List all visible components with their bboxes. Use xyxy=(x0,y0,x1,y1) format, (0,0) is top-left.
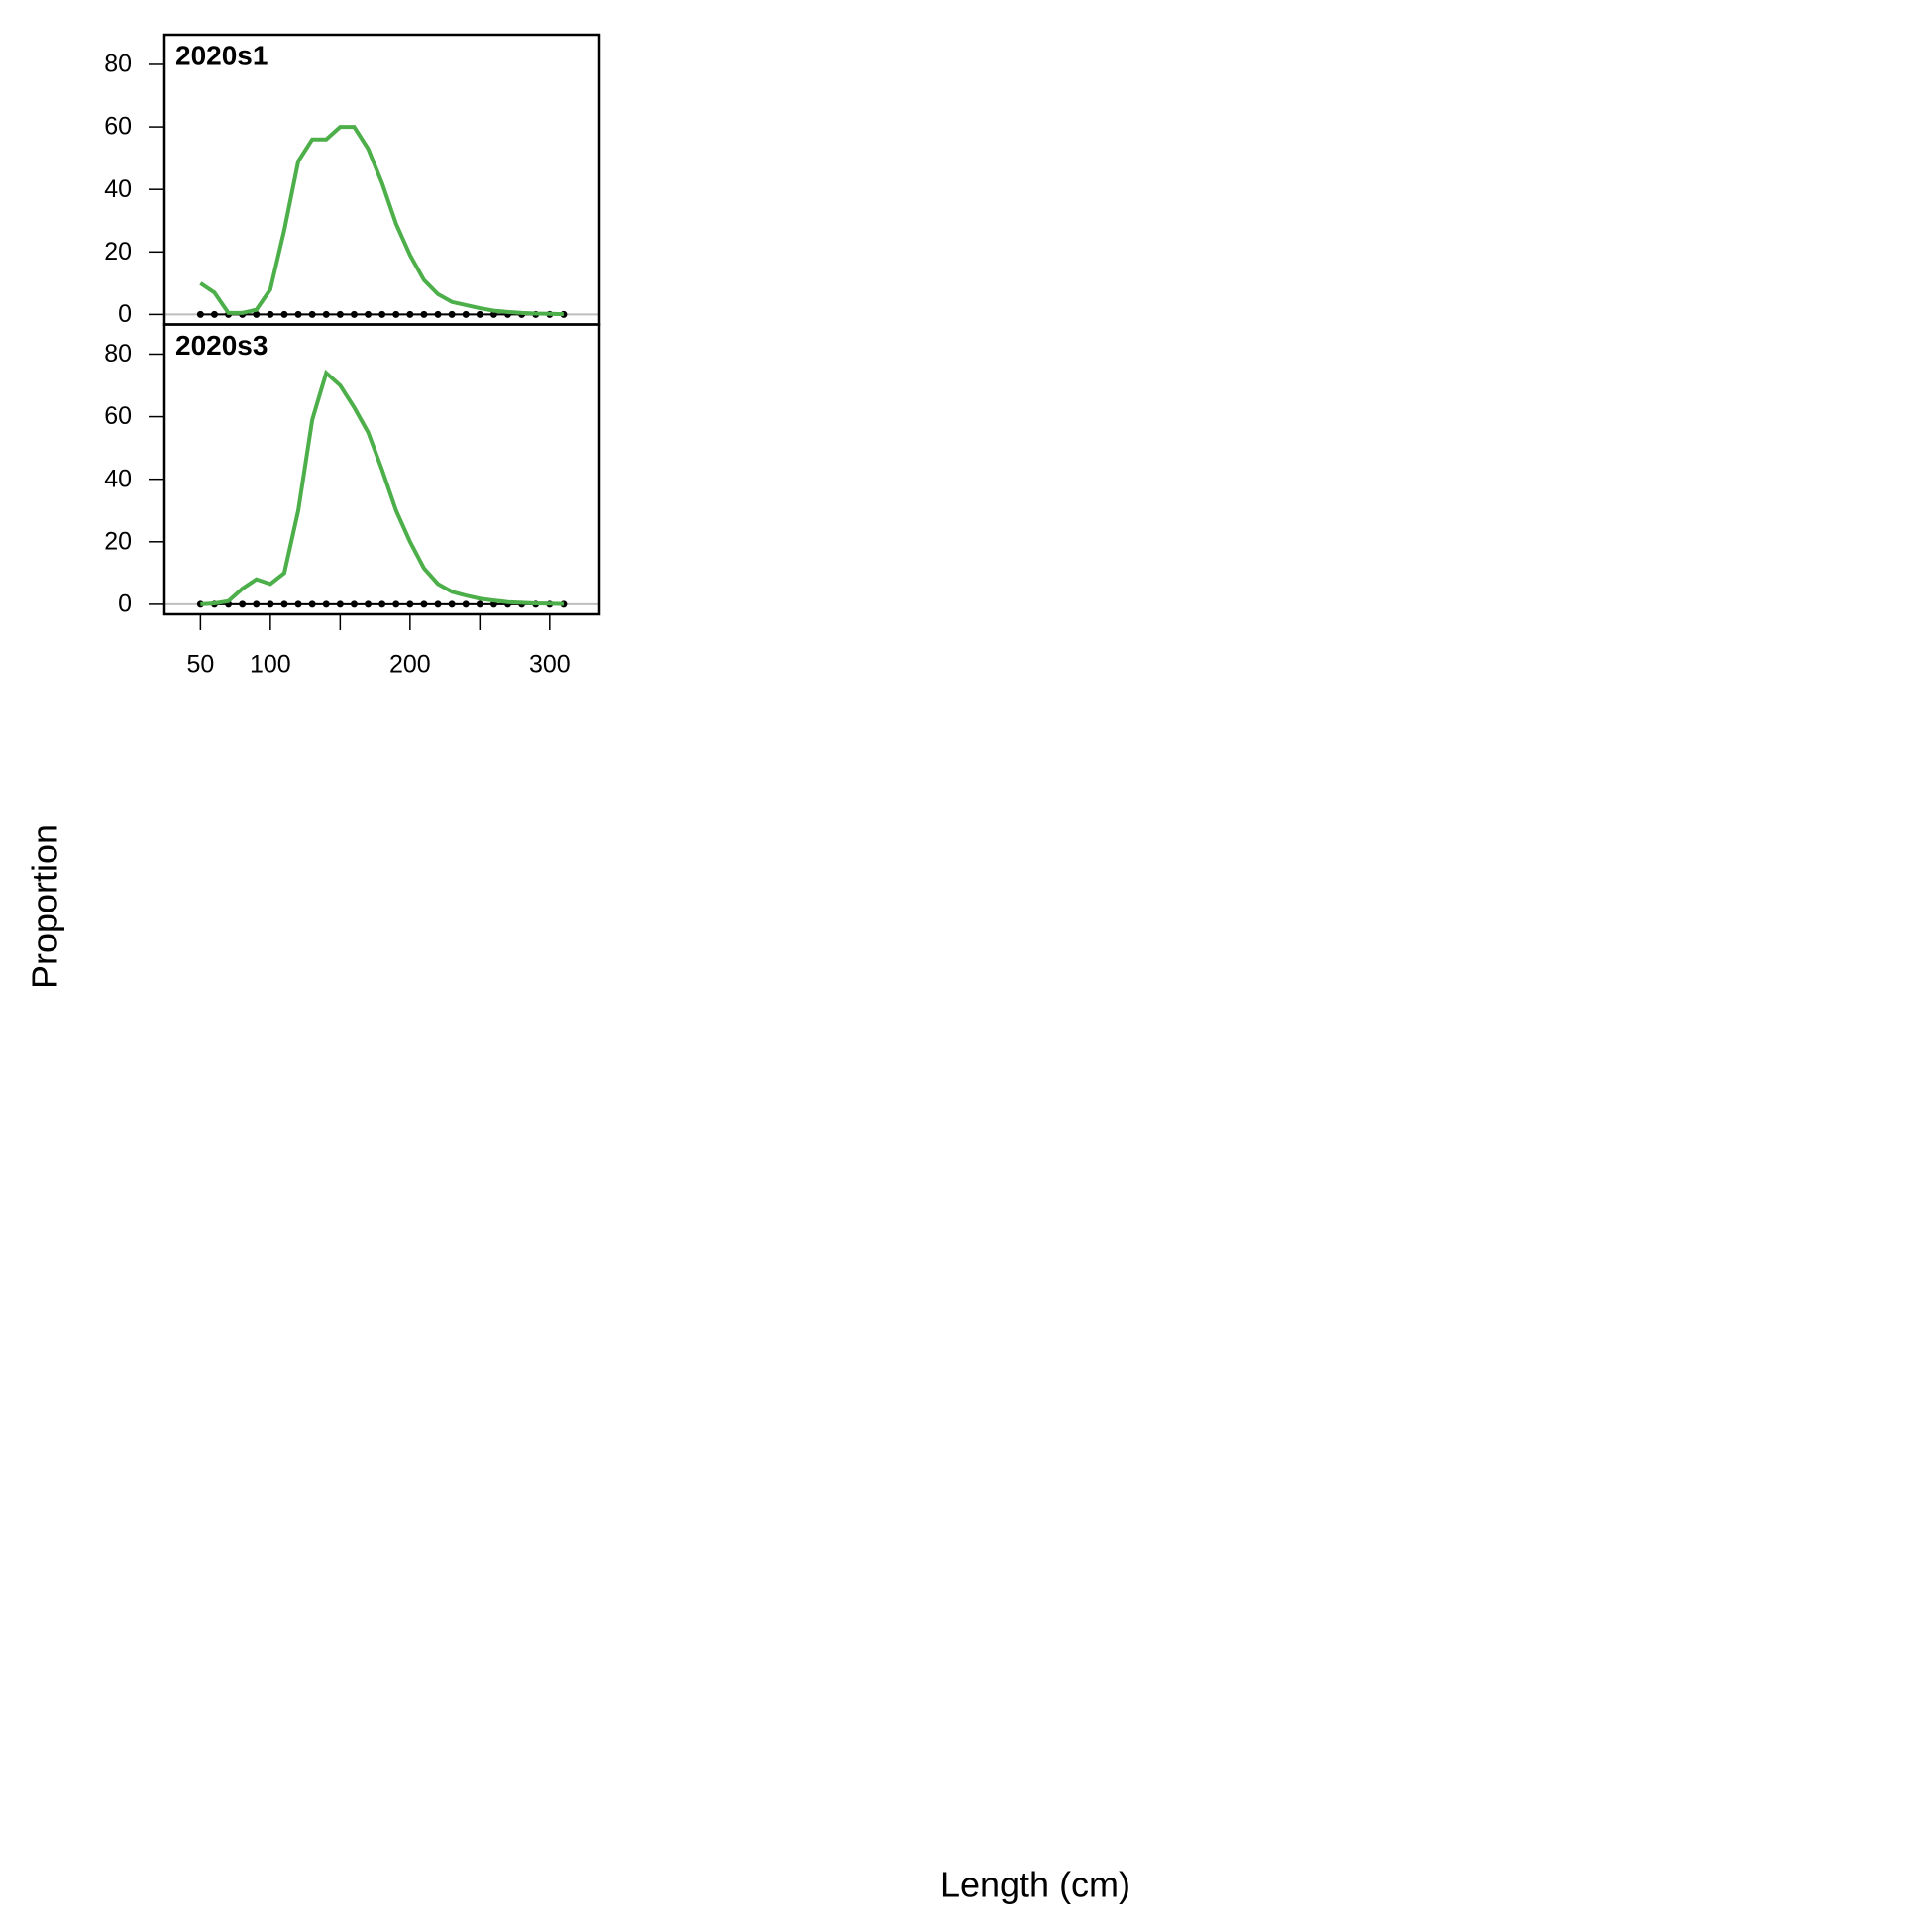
data-point xyxy=(448,310,456,318)
x-tick-label: 50 xyxy=(186,651,214,679)
y-tick-label: 80 xyxy=(104,51,132,78)
data-point xyxy=(378,600,386,608)
data-point xyxy=(420,310,428,318)
data-point xyxy=(476,310,483,318)
data-point xyxy=(308,600,316,608)
data-point xyxy=(336,600,344,608)
data-point xyxy=(239,600,247,608)
data-point xyxy=(267,310,274,318)
data-point xyxy=(365,310,373,318)
y-tick-label: 0 xyxy=(118,300,132,328)
data-point xyxy=(322,310,330,318)
data-point xyxy=(406,310,414,318)
data-point xyxy=(210,310,218,318)
data-point xyxy=(267,600,274,608)
data-point xyxy=(350,310,358,318)
panel-frame xyxy=(162,323,601,616)
y-tick-label: 20 xyxy=(104,527,132,555)
data-point xyxy=(253,600,261,608)
data-point xyxy=(434,310,442,318)
series-line xyxy=(200,369,564,606)
data-point xyxy=(350,600,358,608)
data-point xyxy=(392,600,400,608)
data-point xyxy=(196,310,204,318)
x-axis-label: Length (cm) xyxy=(940,1865,1130,1905)
y-tick-label: 0 xyxy=(118,590,132,618)
data-point xyxy=(322,600,330,608)
data-point xyxy=(336,310,344,318)
series-line xyxy=(199,125,564,317)
y-tick-label: 40 xyxy=(104,465,132,492)
y-axis-label: Proportion xyxy=(25,824,65,989)
data-point xyxy=(406,600,414,608)
data-point xyxy=(365,600,373,608)
x-tick-label: 100 xyxy=(250,651,291,679)
data-point xyxy=(462,600,470,608)
data-point xyxy=(253,310,261,318)
data-point xyxy=(280,600,288,608)
data-point xyxy=(420,600,428,608)
data-point xyxy=(308,310,316,318)
data-point xyxy=(294,310,302,318)
panel-title: 2020s3 xyxy=(175,330,268,361)
y-tick-label: 20 xyxy=(104,238,132,266)
x-tick-label: 200 xyxy=(389,651,431,679)
data-point xyxy=(378,310,386,318)
y-tick-label: 40 xyxy=(104,175,132,203)
panel-title: 2020s1 xyxy=(175,40,268,70)
data-point xyxy=(434,600,442,608)
data-point xyxy=(280,310,288,318)
y-tick-label: 80 xyxy=(104,340,132,368)
data-point xyxy=(476,600,483,608)
y-tick-label: 60 xyxy=(104,113,132,141)
y-tick-label: 60 xyxy=(104,402,132,430)
data-point xyxy=(462,310,470,318)
data-point xyxy=(448,600,456,608)
data-point xyxy=(294,600,302,608)
x-tick-label: 300 xyxy=(529,651,571,679)
data-point xyxy=(392,310,400,318)
